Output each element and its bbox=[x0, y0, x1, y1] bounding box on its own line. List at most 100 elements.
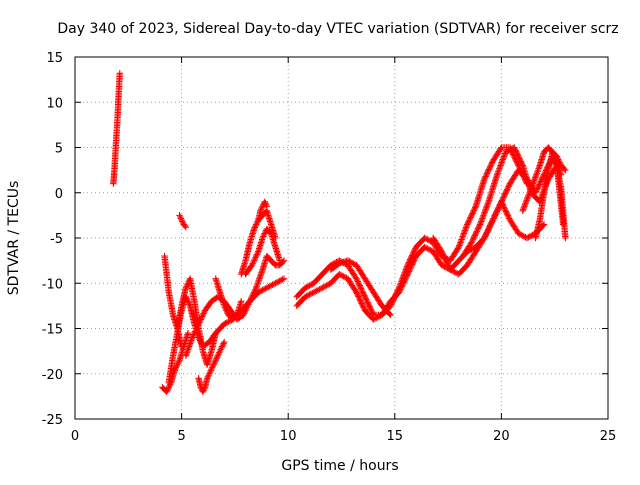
y-tick-label: -5 bbox=[50, 232, 63, 247]
data-point bbox=[454, 245, 462, 252]
data-point bbox=[469, 210, 476, 217]
x-tick-label: 20 bbox=[493, 429, 510, 444]
data-point bbox=[520, 233, 528, 240]
data-point bbox=[370, 316, 377, 323]
data-point bbox=[321, 283, 329, 290]
data-point bbox=[481, 209, 488, 216]
data-point bbox=[200, 387, 207, 394]
data-point bbox=[410, 249, 417, 256]
data-point bbox=[303, 292, 310, 300]
data-point bbox=[407, 256, 414, 263]
data-point bbox=[529, 180, 537, 187]
data-point bbox=[211, 359, 218, 367]
data-point bbox=[503, 148, 511, 155]
data-point bbox=[193, 325, 200, 332]
data-point bbox=[518, 159, 525, 167]
data-point bbox=[527, 186, 534, 193]
data-point bbox=[518, 231, 525, 239]
data-point bbox=[468, 239, 475, 246]
y-tick-label: -25 bbox=[42, 413, 63, 428]
data-point bbox=[364, 299, 371, 306]
series-trace-i bbox=[212, 275, 245, 323]
data-point bbox=[247, 296, 254, 304]
data-point bbox=[497, 160, 505, 168]
data-point bbox=[422, 244, 430, 252]
data-point bbox=[260, 231, 268, 239]
data-point bbox=[515, 230, 522, 237]
data-point bbox=[482, 206, 489, 213]
data-point bbox=[449, 267, 457, 275]
data-point bbox=[455, 243, 462, 251]
data-point bbox=[216, 349, 223, 356]
data-point bbox=[251, 224, 258, 231]
data-point bbox=[483, 203, 491, 210]
data-point bbox=[196, 319, 203, 326]
data-point bbox=[360, 304, 367, 311]
data-point bbox=[265, 283, 272, 291]
data-point bbox=[460, 231, 467, 239]
data-point bbox=[472, 230, 479, 238]
data-point bbox=[222, 305, 229, 313]
data-point bbox=[254, 249, 261, 257]
data-point bbox=[515, 154, 522, 161]
data-point bbox=[302, 284, 309, 291]
data-point bbox=[438, 261, 445, 269]
data-point bbox=[257, 287, 265, 294]
data-point bbox=[532, 172, 539, 180]
data-point bbox=[481, 233, 489, 240]
data-point bbox=[496, 163, 504, 171]
data-point bbox=[503, 209, 510, 217]
data-point bbox=[250, 257, 258, 264]
data-point bbox=[172, 366, 179, 373]
data-point bbox=[357, 298, 365, 306]
data-point bbox=[440, 252, 447, 259]
data-point bbox=[445, 262, 452, 269]
y-tick-label: 5 bbox=[55, 142, 63, 157]
data-point bbox=[203, 375, 211, 382]
data-point bbox=[260, 286, 268, 293]
data-point bbox=[244, 302, 251, 310]
data-point bbox=[400, 279, 407, 286]
data-point bbox=[257, 206, 265, 213]
data-point bbox=[365, 300, 372, 307]
data-point bbox=[356, 282, 363, 289]
data-point bbox=[201, 385, 208, 393]
data-point bbox=[483, 170, 491, 177]
data-point bbox=[481, 174, 489, 181]
data-point bbox=[276, 257, 283, 264]
data-point bbox=[367, 304, 374, 312]
data-point bbox=[469, 208, 477, 216]
chart-title: Day 340 of 2023, Sidereal Day-to-day VTE… bbox=[57, 21, 618, 37]
data-point bbox=[465, 218, 472, 225]
data-point bbox=[353, 276, 361, 284]
data-point bbox=[448, 267, 455, 274]
data-point bbox=[355, 279, 362, 287]
data-point bbox=[501, 151, 508, 159]
data-point bbox=[357, 283, 364, 291]
data-point bbox=[534, 185, 541, 192]
data-point bbox=[307, 281, 315, 288]
data-point bbox=[176, 213, 184, 221]
data-point bbox=[404, 261, 411, 269]
data-point bbox=[488, 219, 495, 226]
data-point bbox=[424, 236, 431, 243]
data-point bbox=[303, 283, 310, 291]
data-point bbox=[363, 296, 370, 303]
data-point bbox=[562, 166, 569, 174]
grid-layer bbox=[75, 57, 608, 419]
data-point bbox=[534, 183, 542, 191]
y-tick-label: -10 bbox=[42, 277, 63, 292]
data-point bbox=[500, 153, 508, 160]
data-point bbox=[461, 227, 469, 234]
data-point bbox=[199, 388, 207, 396]
tick-layer: 0 5 10 15 20 25 -25 -20 -15 -10 -5 0 5 10 15 bbox=[42, 51, 617, 444]
data-point bbox=[505, 147, 512, 154]
data-point bbox=[307, 290, 315, 298]
data-point bbox=[444, 260, 451, 268]
data-point bbox=[405, 268, 413, 275]
data-point bbox=[386, 310, 393, 317]
data-point bbox=[424, 245, 431, 252]
data-point bbox=[480, 236, 487, 243]
data-point bbox=[176, 212, 183, 219]
series-trace-k bbox=[242, 225, 283, 278]
